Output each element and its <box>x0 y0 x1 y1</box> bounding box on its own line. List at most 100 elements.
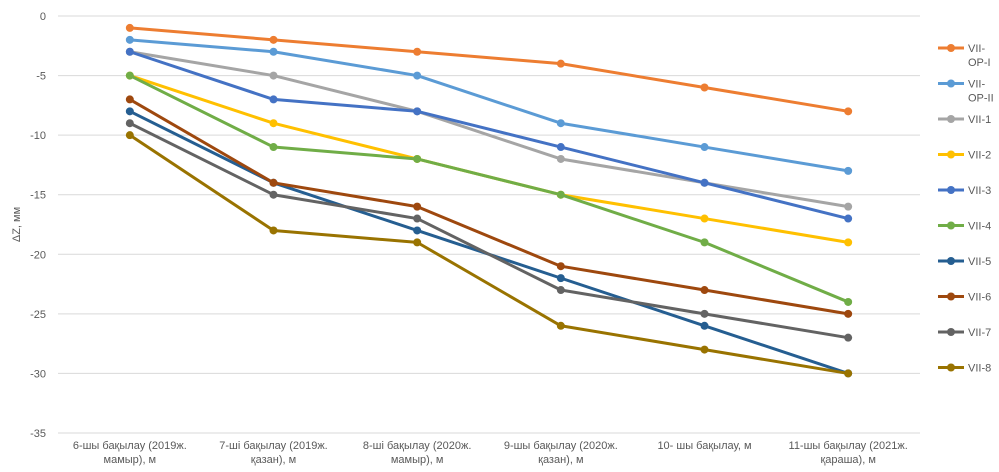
data-point <box>556 321 565 330</box>
x-tick-label: 8-ші бақылау (2020ж. мамыр), м <box>363 440 472 466</box>
series-line <box>128 74 850 304</box>
legend-marker <box>947 115 955 123</box>
series-7 <box>125 95 853 318</box>
legend-label: VII-3 <box>968 185 991 197</box>
y-tick-label: -25 <box>30 309 46 321</box>
data-point <box>556 143 565 152</box>
x-tick-label: 7-ші бақылау (2019ж. қазан), м <box>219 440 328 466</box>
legend-item: VII-8 <box>938 363 991 375</box>
data-point <box>844 297 853 306</box>
data-point <box>269 143 278 152</box>
series-1 <box>125 35 853 175</box>
series-line <box>128 38 850 173</box>
data-point <box>844 309 853 318</box>
data-point <box>556 274 565 283</box>
y-tick-label: -35 <box>30 428 46 440</box>
data-point <box>844 369 853 378</box>
data-point <box>269 95 278 104</box>
data-point <box>413 154 422 163</box>
data-point <box>269 190 278 199</box>
legend-label: VII-OP-II <box>968 79 994 105</box>
y-tick-label: -10 <box>30 130 46 142</box>
legend-item: VII-6 <box>938 292 991 304</box>
y-axis-title: ΔZ, мм <box>11 207 23 242</box>
legend-marker <box>947 150 955 159</box>
legend-label: VII-4 <box>968 221 991 233</box>
data-point <box>125 47 134 56</box>
data-point <box>844 238 853 247</box>
data-point <box>844 166 853 175</box>
data-point <box>125 119 134 128</box>
legend: VII-OP-I VII-OP-II VII-1 VII-2 VII-3 VII-4 VII… <box>938 43 994 375</box>
data-point <box>556 154 565 163</box>
legend-item: VII-OP-II <box>938 79 994 105</box>
y-tick-label: 0 <box>40 11 46 23</box>
series-line <box>128 109 850 375</box>
data-point <box>844 107 853 116</box>
y-tick-label: -5 <box>36 71 46 83</box>
series-8 <box>125 119 853 342</box>
data-point <box>556 59 565 68</box>
data-point <box>413 202 422 211</box>
legend-marker <box>947 186 955 194</box>
x-tick-label: 6-шы бақылау (2019ж. мамыр), м <box>73 440 187 466</box>
data-point <box>556 286 565 295</box>
series-line <box>128 121 850 340</box>
y-tick-label: -20 <box>30 249 46 261</box>
series-line <box>128 50 850 209</box>
data-point <box>844 214 853 223</box>
data-point <box>556 190 565 199</box>
data-point <box>413 47 422 56</box>
data-point <box>556 262 565 271</box>
legend-label: VII-2 <box>968 150 991 162</box>
data-point <box>700 321 709 330</box>
legend-item: VII-4 <box>938 221 991 233</box>
data-point <box>125 23 134 32</box>
series-line <box>128 50 850 221</box>
data-point <box>125 131 134 140</box>
data-point <box>413 226 422 235</box>
data-point <box>269 178 278 187</box>
series-5 <box>125 71 853 306</box>
legend-marker <box>947 363 955 372</box>
data-point <box>413 238 422 247</box>
data-point <box>269 226 278 235</box>
x-tick-label: 9-шы бақылау (2020ж. қазан), м <box>504 440 618 466</box>
data-point <box>700 238 709 247</box>
legend-label: VII-8 <box>968 363 991 375</box>
legend-label: VII-6 <box>968 292 991 304</box>
legend-marker <box>947 328 955 336</box>
legend-marker <box>947 221 955 230</box>
legend-label: VII-OP-I <box>968 43 991 69</box>
legend-label: VII-5 <box>968 256 991 268</box>
data-point <box>700 309 709 318</box>
data-point <box>556 119 565 128</box>
series-line <box>128 97 850 316</box>
legend-item: VII-7 <box>938 327 991 339</box>
data-point <box>700 178 709 187</box>
data-point <box>413 107 422 116</box>
series-4 <box>125 47 853 223</box>
data-point <box>700 214 709 223</box>
data-point <box>269 47 278 56</box>
series-line <box>128 26 850 113</box>
data-point <box>700 286 709 295</box>
legend-marker <box>947 44 955 52</box>
legend-marker <box>947 257 955 265</box>
legend-item: VII-OP-I <box>938 43 991 69</box>
y-axis-ticks: 0 -5 -10 -15 -20 -25 -30 -35 <box>30 11 46 440</box>
legend-marker <box>947 292 955 301</box>
data-point <box>700 143 709 152</box>
data-point <box>844 333 853 342</box>
gridlines <box>58 15 920 434</box>
series-0 <box>125 23 853 116</box>
data-point <box>125 35 134 44</box>
x-tick-label: 10- шы бақылау, м <box>657 440 751 452</box>
series-lines <box>125 23 853 378</box>
series-9 <box>125 131 853 378</box>
x-tick-label: 11-шы бақылау (2021ж. қараша), м <box>789 440 908 466</box>
data-point <box>269 35 278 44</box>
x-axis-ticks: 6-шы бақылау (2019ж. мамыр), м 7-ші бақыла… <box>73 440 908 466</box>
data-point <box>125 95 134 104</box>
